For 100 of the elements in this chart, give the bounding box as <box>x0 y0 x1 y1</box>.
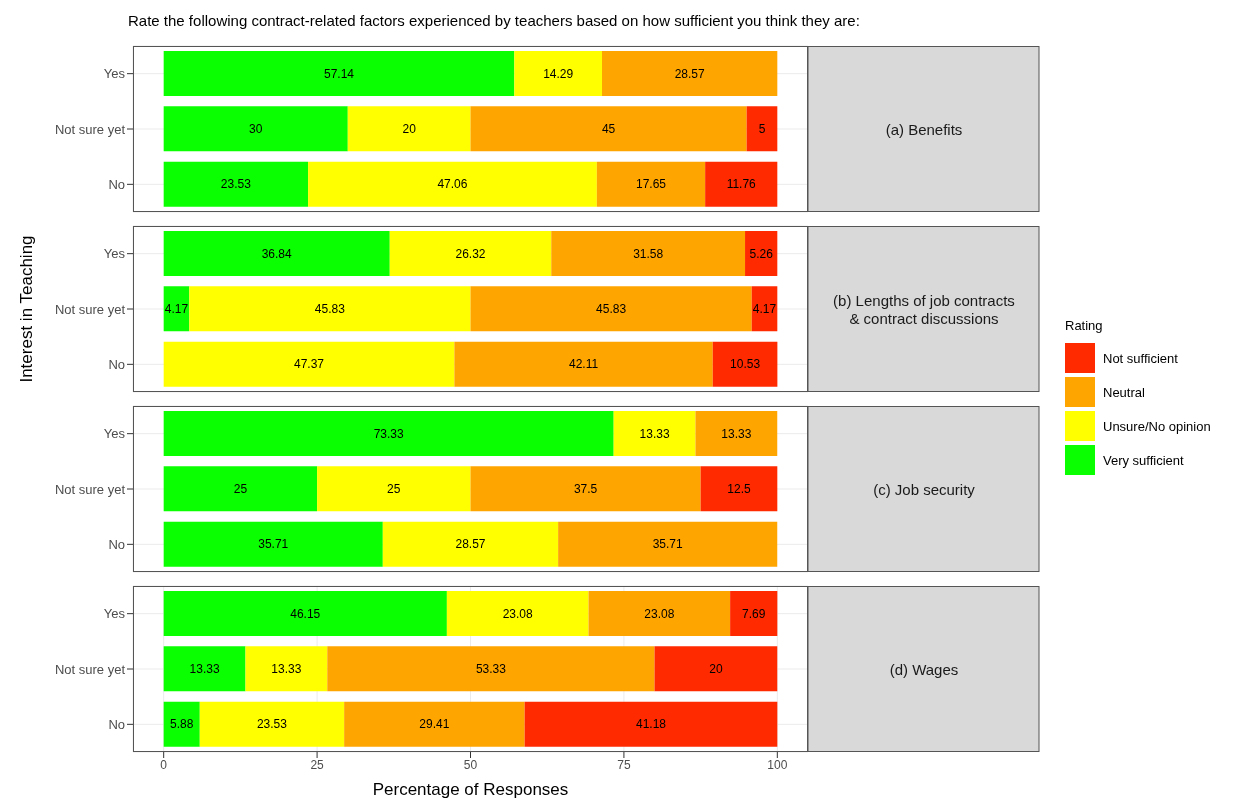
data-label: 28.57 <box>674 66 705 81</box>
bar <box>613 410 696 456</box>
data-label: 23.53 <box>256 717 288 732</box>
bar <box>705 161 778 207</box>
data-label: 14.29 <box>543 66 574 81</box>
x-tick-label: 75 <box>617 757 631 772</box>
y-tick-label: Not sure yet <box>54 661 126 677</box>
bar <box>344 701 525 747</box>
x-tick-label: 100 <box>767 757 788 772</box>
data-label: 46.15 <box>290 606 321 621</box>
data-label: 35.71 <box>652 537 684 552</box>
bar <box>446 590 589 636</box>
data-label: 23.08 <box>644 606 675 621</box>
bar <box>163 590 447 636</box>
y-tick-label: No <box>108 176 125 192</box>
bar <box>317 466 471 512</box>
bar <box>654 646 778 692</box>
data-label: 45.83 <box>314 302 346 317</box>
data-label: 4.17 <box>752 302 777 317</box>
data-label: 45.83 <box>596 302 627 317</box>
data-label: 36.84 <box>261 246 293 261</box>
bar <box>454 341 713 387</box>
data-label: 25 <box>233 482 248 497</box>
data-label: 26.32 <box>455 246 486 261</box>
y-tick-label: No <box>108 536 125 552</box>
bar <box>745 230 778 276</box>
data-label: 30 <box>249 122 263 137</box>
y-tick-label: Yes <box>103 426 126 442</box>
data-label: 20 <box>709 662 723 677</box>
bar <box>514 50 602 96</box>
data-label: 29.41 <box>419 717 450 732</box>
y-tick-label: No <box>108 356 125 372</box>
bar <box>163 50 515 96</box>
bar <box>470 106 747 152</box>
bar <box>588 590 731 636</box>
y-tick-label: Yes <box>103 246 126 262</box>
y-tick-label: Not sure yet <box>54 301 126 317</box>
data-label: 7.69 <box>742 606 766 621</box>
data-label: 47.37 <box>294 357 325 372</box>
text: (c) Job security <box>873 480 976 498</box>
y-axis-title: Interest in Teaching <box>17 235 37 383</box>
bar <box>199 701 345 747</box>
data-label: 47.06 <box>437 177 468 192</box>
data-label: 42.11 <box>568 357 599 372</box>
x-tick-label: 0 <box>160 757 168 772</box>
data-label: 13.33 <box>639 426 670 441</box>
bar <box>700 466 778 512</box>
data-label: 23.53 <box>220 177 252 192</box>
data-label: 13.33 <box>189 662 220 677</box>
bar <box>558 521 778 567</box>
bar <box>596 161 706 207</box>
bar <box>163 410 614 456</box>
bar <box>189 286 471 332</box>
data-label: 41.18 <box>635 717 667 732</box>
chart-title: Rate the following contract-related factors experienced by teachers based on how sufficient you think they are: <box>128 12 860 29</box>
bar <box>163 646 246 692</box>
bar <box>163 230 390 276</box>
x-tick-label: 50 <box>463 757 478 772</box>
legend-label: Not sufficient <box>1103 350 1178 366</box>
data-label: 5.88 <box>170 717 194 732</box>
data-label: 53.33 <box>475 662 507 677</box>
bar <box>245 646 328 692</box>
data-label: 5 <box>758 122 766 137</box>
data-label: 25 <box>387 482 401 497</box>
y-tick-label: Yes <box>103 66 126 82</box>
data-label: 31.58 <box>633 246 664 261</box>
bar <box>308 161 597 207</box>
bar <box>382 521 559 567</box>
bar <box>389 230 552 276</box>
data-label: 4.17 <box>164 302 189 317</box>
legend-label: Unsure/No opinion <box>1103 418 1211 434</box>
bar <box>746 106 778 152</box>
y-tick-label: Not sure yet <box>54 121 126 137</box>
data-label: 20 <box>402 122 417 137</box>
bar <box>163 466 318 512</box>
data-label: 13.33 <box>721 426 752 441</box>
bar <box>470 286 752 332</box>
bar <box>347 106 471 152</box>
data-label: 23.08 <box>502 606 534 621</box>
x-axis-title: Percentage of Responses <box>371 780 570 800</box>
bar <box>712 341 778 387</box>
bar <box>163 701 200 747</box>
bar <box>470 466 701 512</box>
data-label: 11.76 <box>726 177 757 192</box>
bar <box>695 410 778 456</box>
bar <box>327 646 655 692</box>
data-label: 13.33 <box>271 662 302 677</box>
data-label: 28.57 <box>455 537 486 552</box>
legend-label: Very sufficient <box>1103 452 1184 468</box>
bar <box>551 230 746 276</box>
bar <box>163 341 455 387</box>
y-tick-label: No <box>108 716 125 732</box>
data-label: 45 <box>601 122 616 137</box>
data-label: 37.5 <box>573 482 598 497</box>
text: (d) Wages <box>889 660 959 678</box>
data-label: 17.65 <box>635 177 667 192</box>
bar <box>602 50 778 96</box>
legend-title: Rating <box>1065 318 1104 333</box>
bar <box>730 590 778 636</box>
text: (b) Lengths of job contracts & contract discussions <box>833 291 1015 327</box>
